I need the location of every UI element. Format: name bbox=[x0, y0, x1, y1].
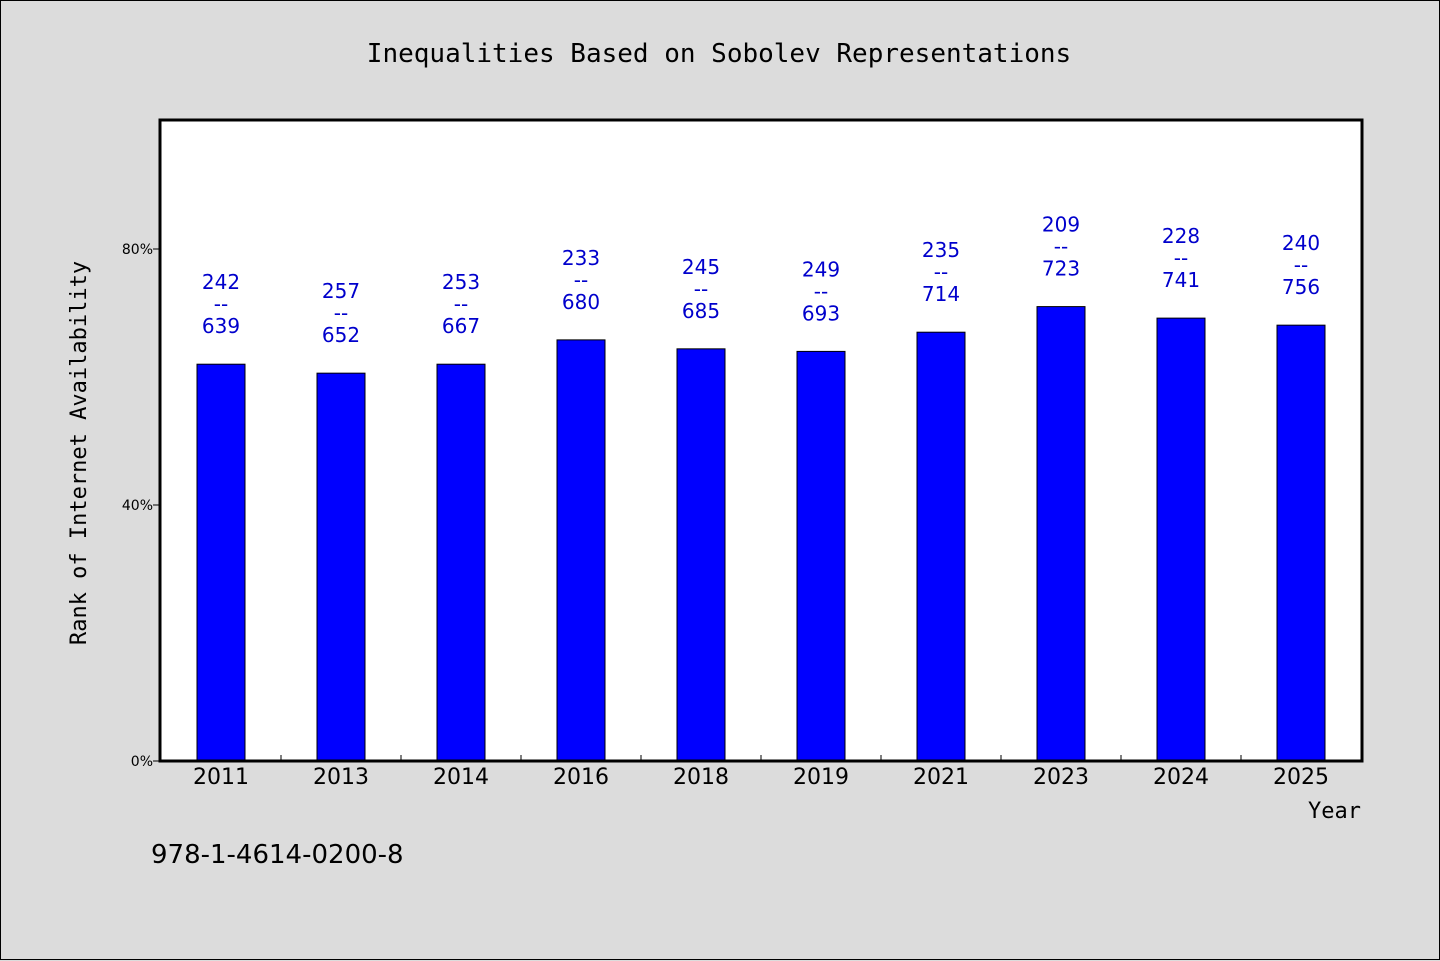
bar-2013 bbox=[316, 372, 366, 762]
bar-2019 bbox=[796, 350, 846, 762]
x-tick-label-2024: 2024 bbox=[1153, 765, 1209, 790]
x-tick-label-2016: 2016 bbox=[553, 765, 609, 790]
plot-border bbox=[158, 118, 1364, 763]
data-label-denominator-2013: 652 bbox=[322, 323, 360, 347]
bar-2018 bbox=[676, 348, 726, 762]
bar-2014 bbox=[436, 363, 486, 762]
data-label-numerator-2023: 209 bbox=[1042, 213, 1080, 237]
data-label-denominator-2018: 685 bbox=[682, 299, 720, 323]
bar-2021 bbox=[916, 331, 966, 762]
bar-2016 bbox=[556, 339, 606, 762]
data-label-numerator-2016: 233 bbox=[562, 246, 600, 270]
data-label-denominator-2011: 639 bbox=[202, 314, 240, 338]
data-label-denominator-2023: 723 bbox=[1042, 257, 1080, 281]
x-tick-label-2025: 2025 bbox=[1273, 765, 1329, 790]
x-axis-label: Year bbox=[1308, 799, 1361, 824]
data-label-denominator-2019: 693 bbox=[802, 301, 840, 325]
data-label-separator-2023: -- bbox=[1054, 235, 1068, 259]
data-label-separator-2018: -- bbox=[694, 277, 708, 301]
data-label-numerator-2018: 245 bbox=[682, 255, 720, 279]
data-label-separator-2025: -- bbox=[1294, 253, 1308, 277]
y-axis-label: Rank of Internet Availability bbox=[67, 261, 92, 645]
x-tick-label-2021: 2021 bbox=[913, 765, 969, 790]
data-label-denominator-2016: 680 bbox=[562, 290, 600, 314]
x-tick-label-2018: 2018 bbox=[673, 765, 729, 790]
data-label-denominator-2014: 667 bbox=[442, 314, 480, 338]
y-tick-label: 0% bbox=[131, 754, 153, 770]
footer-code: 978-1-4614-0200-8 bbox=[151, 840, 404, 870]
bar-2025 bbox=[1276, 324, 1326, 762]
data-label-separator-2011: -- bbox=[214, 292, 228, 316]
x-tick-label-2019: 2019 bbox=[793, 765, 849, 790]
bar-2023 bbox=[1036, 306, 1086, 762]
x-tick-label-2023: 2023 bbox=[1033, 765, 1089, 790]
chart-title: Inequalities Based on Sobolev Representa… bbox=[367, 39, 1071, 69]
x-tick-label-2011: 2011 bbox=[193, 765, 249, 790]
data-label-numerator-2024: 228 bbox=[1162, 224, 1200, 248]
data-label-numerator-2014: 253 bbox=[442, 270, 480, 294]
data-label-separator-2013: -- bbox=[334, 301, 348, 325]
data-label-numerator-2013: 257 bbox=[322, 279, 360, 303]
data-label-separator-2024: -- bbox=[1174, 246, 1188, 270]
data-label-separator-2021: -- bbox=[934, 260, 948, 284]
data-label-separator-2019: -- bbox=[814, 279, 828, 303]
y-tick-label: 40% bbox=[122, 498, 153, 514]
bar-2011 bbox=[196, 363, 246, 762]
bar-2024 bbox=[1156, 317, 1206, 762]
data-label-denominator-2024: 741 bbox=[1162, 268, 1200, 292]
data-label-numerator-2025: 240 bbox=[1282, 231, 1320, 255]
data-label-numerator-2011: 242 bbox=[202, 270, 240, 294]
x-tick-label-2013: 2013 bbox=[313, 765, 369, 790]
y-tick-label: 80% bbox=[122, 242, 153, 258]
data-label-separator-2014: -- bbox=[454, 292, 468, 316]
data-label-numerator-2019: 249 bbox=[802, 257, 840, 281]
data-label-denominator-2025: 756 bbox=[1282, 275, 1320, 299]
data-label-separator-2016: -- bbox=[574, 268, 588, 292]
x-tick-label-2014: 2014 bbox=[433, 765, 489, 790]
data-label-denominator-2021: 714 bbox=[922, 282, 960, 306]
data-label-numerator-2021: 235 bbox=[922, 238, 960, 262]
